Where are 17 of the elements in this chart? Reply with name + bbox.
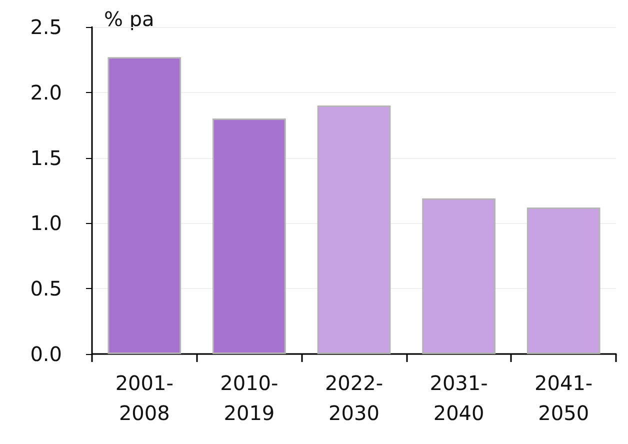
y-tick-label: 0.0 xyxy=(30,342,62,366)
bar xyxy=(526,208,600,354)
bar xyxy=(108,57,182,354)
bar xyxy=(422,198,496,354)
y-axis-title: % pa xyxy=(104,7,154,31)
x-tick-label: 2001- 2008 xyxy=(115,371,174,425)
bar xyxy=(212,118,286,354)
x-tick-label: 2041- 2050 xyxy=(534,371,593,425)
y-tick-label: 1.5 xyxy=(30,146,62,170)
y-tick-label: 2.0 xyxy=(30,80,62,104)
x-tick-label: 2022- 2030 xyxy=(324,371,384,425)
x-tick-label: 2010- 2019 xyxy=(220,371,278,425)
y-tick-label: 0.5 xyxy=(30,276,62,301)
y-tick-label: 2.5 xyxy=(30,15,62,39)
bar xyxy=(317,105,391,354)
y-tick-label: 1.0 xyxy=(30,211,62,236)
x-tick-label: 2031- 2040 xyxy=(430,371,488,425)
